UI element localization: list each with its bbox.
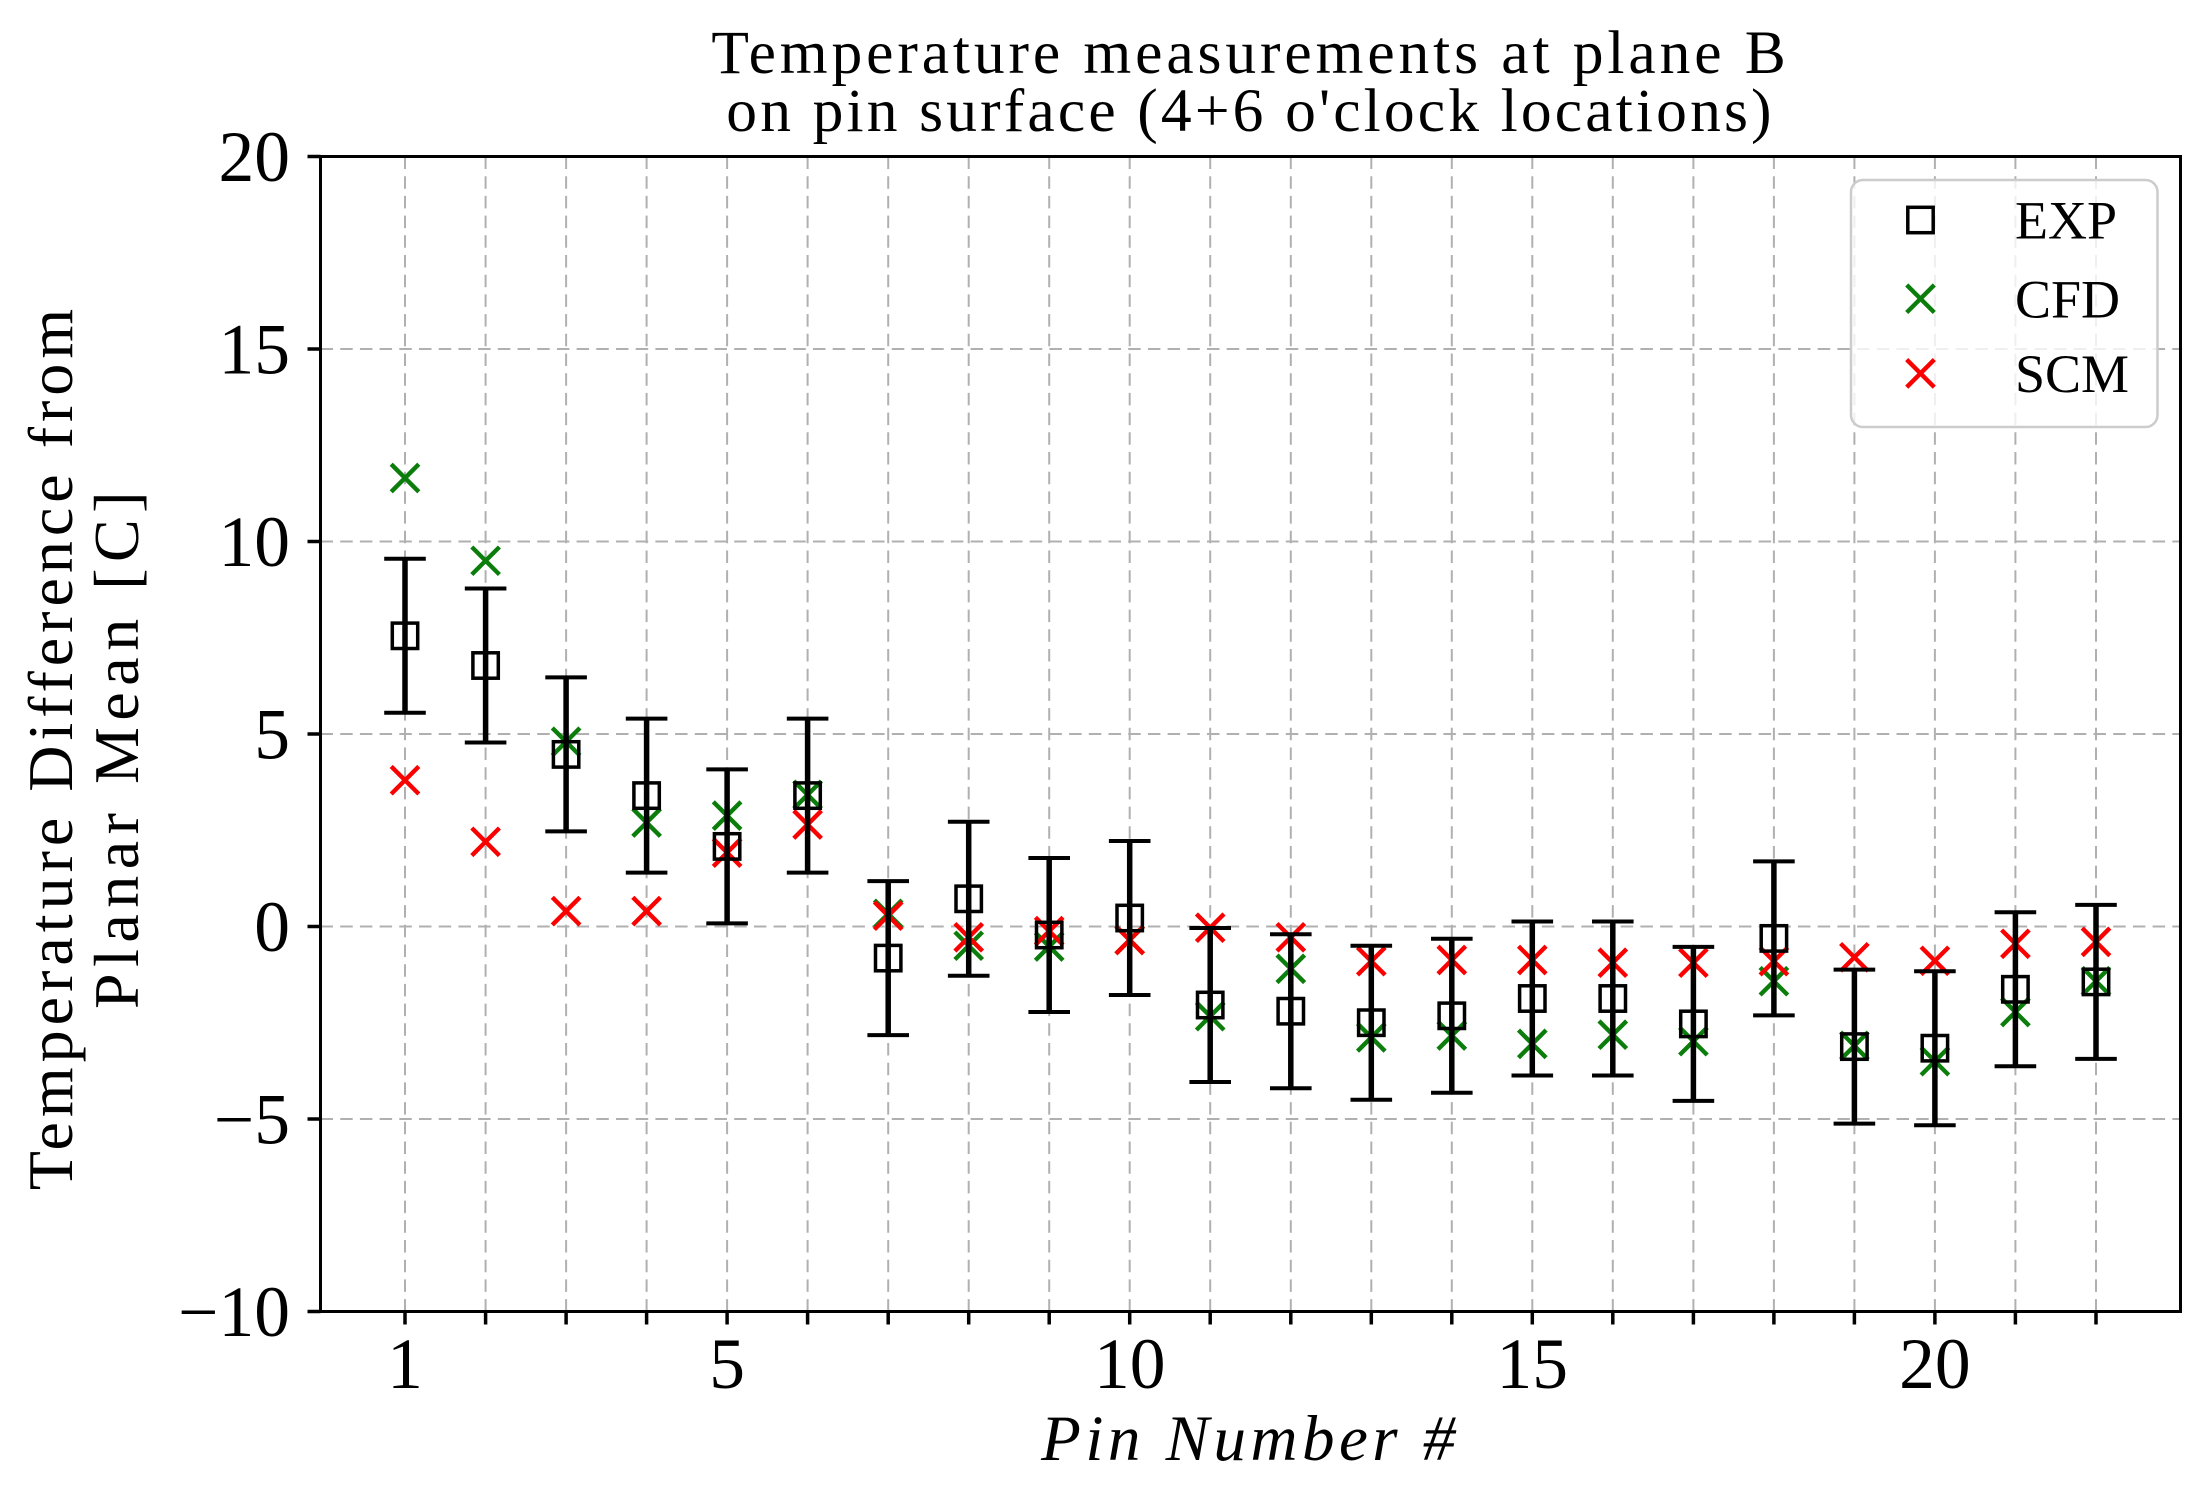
svg-text:−5: −5 <box>214 1081 290 1160</box>
svg-text:20: 20 <box>219 118 291 197</box>
svg-text:CFD: CFD <box>2015 269 2120 329</box>
svg-text:SCM: SCM <box>2015 344 2129 404</box>
svg-text:EXP: EXP <box>2015 191 2117 251</box>
svg-text:5: 5 <box>709 1325 745 1404</box>
svg-text:−10: −10 <box>178 1273 290 1352</box>
svg-text:10: 10 <box>1094 1325 1166 1404</box>
svg-text:Temperature Difference from: Temperature Difference from <box>15 304 86 1190</box>
svg-text:15: 15 <box>219 311 291 390</box>
svg-text:20: 20 <box>1899 1325 1971 1404</box>
svg-text:on pin surface (4+6 o'clock lo: on pin surface (4+6 o'clock locations) <box>726 77 1774 145</box>
svg-text:Pin Number #: Pin Number # <box>1040 1403 1460 1475</box>
svg-text:Temperature measurements at pl: Temperature measurements at plane B <box>711 19 1789 87</box>
svg-text:10: 10 <box>219 503 291 582</box>
svg-text:15: 15 <box>1497 1325 1569 1404</box>
svg-text:5: 5 <box>254 696 290 775</box>
svg-text:Planar Mean [C]: Planar Mean [C] <box>81 485 152 1009</box>
svg-text:1: 1 <box>387 1325 423 1404</box>
svg-text:0: 0 <box>254 888 290 967</box>
